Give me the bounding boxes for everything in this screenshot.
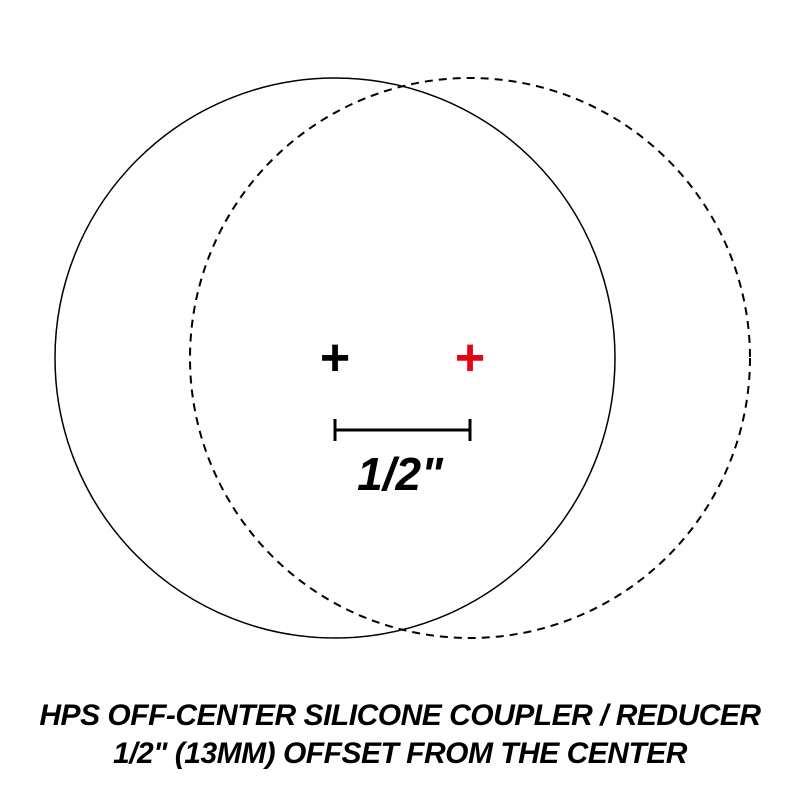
caption-text: HPS OFF-CENTER SILICONE COUPLER / REDUCE… xyxy=(0,697,800,772)
caption-line-2: 1/2" (13MM) OFFSET FROM THE CENTER xyxy=(0,735,800,773)
left-center-marker: + xyxy=(320,329,350,387)
offset-diagram: + + 1/2" HPS OFF-CENTER SILICONE COUPLER… xyxy=(0,0,800,800)
right-center-marker: + xyxy=(455,329,485,387)
dimension-label: 1/2" xyxy=(357,447,443,501)
dimension-line xyxy=(335,419,470,441)
diagram-svg: + + xyxy=(0,0,800,800)
caption-line-1: HPS OFF-CENTER SILICONE COUPLER / REDUCE… xyxy=(0,697,800,735)
